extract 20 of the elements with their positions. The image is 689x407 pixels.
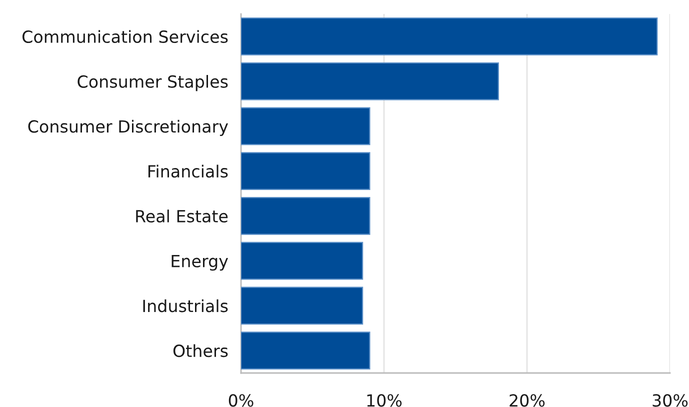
x-tick-label: 30%	[652, 394, 688, 407]
x-tick-label: 10%	[367, 394, 402, 407]
bar	[241, 17, 658, 56]
bar	[241, 286, 364, 325]
bar	[241, 196, 370, 235]
y-tick-label: Consumer Discretionary	[28, 120, 228, 136]
y-tick-label: Consumer Staples	[78, 74, 228, 92]
x-tick-label: 0%	[228, 394, 254, 407]
bar	[241, 332, 370, 370]
bar	[241, 242, 364, 280]
y-tick-label: Others	[173, 344, 228, 358]
x-tick-label: 20%	[510, 394, 545, 407]
bar	[241, 62, 499, 100]
bar	[241, 152, 370, 190]
y-tick-label: Energy	[172, 254, 228, 271]
y-tick-label: Communication Services	[22, 30, 228, 44]
y-tick-label: Real Estate	[136, 210, 228, 223]
bar	[241, 107, 370, 146]
y-tick-label: Industrials	[143, 299, 228, 312]
y-tick-label: Financials	[148, 164, 228, 178]
